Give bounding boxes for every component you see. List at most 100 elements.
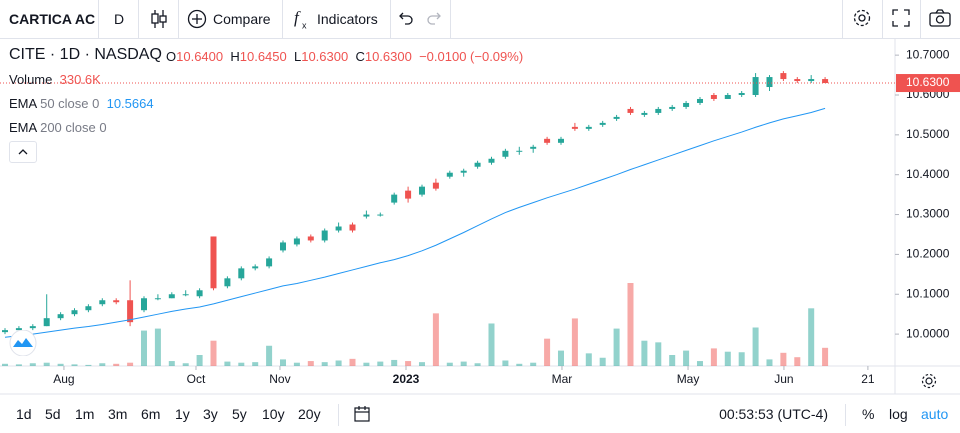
candle-body [822,79,829,84]
high: 10.6450 [239,49,287,64]
range-button[interactable]: 6m [141,406,161,422]
candle-body [502,150,509,157]
candle-body [377,214,384,216]
y-tick-label: 10.5000 [906,127,950,141]
volume-bar [224,361,231,366]
settings-icon[interactable] [852,8,872,28]
interval: 1D [59,46,81,63]
candle-body [266,258,273,267]
candle-body [391,194,398,203]
volume-bar [446,362,453,366]
volume-bar [71,364,78,366]
candle-body [307,236,314,241]
low: 10.6300 [301,49,349,64]
candle-body [738,92,745,95]
separator [390,0,391,38]
candle-body [794,79,801,82]
candle-body [2,330,9,333]
volume-bar [627,283,634,366]
candle-body [321,230,328,241]
symbol-name[interactable]: CARTICA AC [9,11,96,27]
volume-bar [43,362,50,366]
volume-bar [599,357,606,366]
volume-bar [502,360,509,366]
volume-bar [808,308,815,366]
volume-bar [363,362,370,366]
log-toggle[interactable]: log [889,406,908,422]
exchange: NASDAQ [94,46,162,63]
candle-body [43,318,50,327]
chart-type-icon[interactable] [150,9,168,29]
collapse-legend-button[interactable] [9,141,37,163]
volume-bar [99,363,106,366]
y-tick-label: 10.2000 [906,247,950,261]
volume-bar [766,359,773,366]
interval-button[interactable]: D [114,11,125,27]
fullscreen-icon[interactable] [892,9,910,27]
toolbar-border [0,38,960,39]
range-button[interactable]: 1y [175,406,190,422]
candle-body [669,106,676,109]
compare-icon[interactable] [187,9,207,29]
range-button[interactable]: 1d [16,406,32,422]
compare-button[interactable]: Compare [213,11,271,27]
indicators-button[interactable]: Indicators [317,11,378,27]
candle-body [599,122,606,125]
volume-bar [279,359,286,366]
candle-body [696,98,703,103]
volume-bar [710,348,717,366]
percent-toggle[interactable]: % [862,406,875,422]
volume-bar [127,362,134,366]
separator [842,0,843,38]
volume-bar [474,363,481,366]
candle-body [168,294,175,299]
candle-body [752,77,759,95]
candle-body [71,310,78,315]
legend-ema-200: EMA 200 close 0 [9,120,107,136]
candle-body [15,328,22,331]
legend-symbol: CITE · 1D · NASDAQ [9,46,162,63]
candle-body [293,238,300,245]
candle-body [474,162,481,167]
last-price-label: 10.6300 [906,75,950,89]
undo-redo[interactable] [396,10,446,28]
volume-bar [516,363,523,366]
range-button[interactable]: 1m [75,406,95,422]
volume-bar [544,338,551,366]
candle-body [724,94,731,99]
change: −0.0100 (−0.09%) [419,49,524,64]
candle-body [460,170,467,173]
snapshot-icon[interactable] [929,9,951,27]
volume-bar [266,345,273,366]
range-button[interactable]: 5y [232,406,247,422]
candle-body [141,298,148,311]
candle-body [530,146,537,149]
range-button[interactable]: 10y [262,406,285,422]
volume-bar [15,364,22,366]
range-button[interactable]: 3m [108,406,128,422]
svg-text:f: f [294,8,301,27]
candle-body [418,186,425,195]
volume-bar [391,359,398,366]
candle-body [557,138,564,143]
x-tick-label: 2023 [393,372,420,386]
time-axis-settings[interactable] [920,372,938,390]
close: 10.6300 [364,49,412,64]
range-button[interactable]: 20y [298,406,321,422]
candle-body [363,214,370,217]
date-range-icon[interactable] [353,405,371,423]
range-button[interactable]: 3y [203,406,218,422]
x-tick-label: Mar [552,372,573,386]
volume-bar [57,363,64,366]
volume-bar [405,361,412,366]
volume-bar [655,342,662,366]
range-button[interactable]: 5d [45,406,61,422]
candle-body [571,126,578,129]
x-tick-label: Oct [187,372,206,386]
candle-body [405,190,412,199]
auto-toggle[interactable]: auto [921,406,949,422]
volume-bar [113,363,120,366]
candle-body [57,314,64,319]
